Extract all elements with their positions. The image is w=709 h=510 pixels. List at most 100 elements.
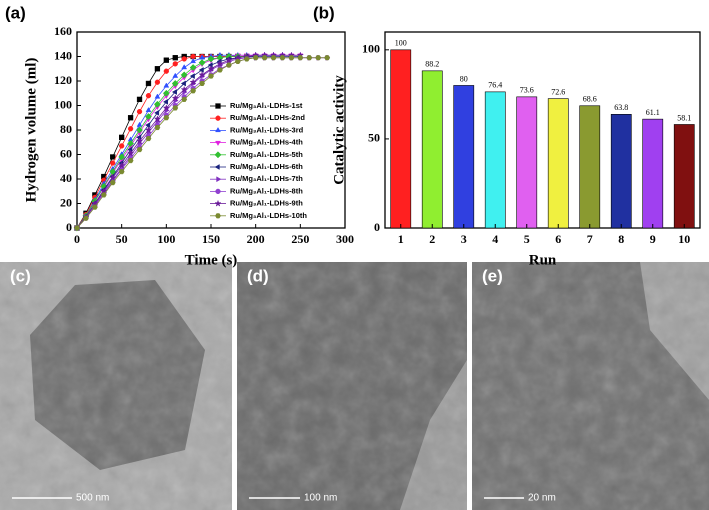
marker <box>145 122 151 129</box>
y-tick-label: 50 <box>368 131 380 145</box>
scale-bar-label: 100 nm <box>304 493 337 504</box>
marker <box>154 66 161 72</box>
marker <box>109 168 117 176</box>
y-tick-label: 120 <box>54 73 72 87</box>
marker <box>126 149 135 157</box>
value-label: 88.2 <box>425 60 439 69</box>
x-tick-label: 5 <box>524 232 530 246</box>
marker <box>118 153 126 161</box>
legend-marker <box>215 188 221 195</box>
marker <box>119 134 125 140</box>
marker <box>110 154 116 160</box>
legend-marker <box>215 213 221 219</box>
marker <box>127 158 134 164</box>
marker <box>252 55 259 61</box>
marker <box>216 59 224 68</box>
marker <box>190 58 197 64</box>
marker <box>270 55 277 61</box>
marker <box>154 93 161 99</box>
marker <box>180 80 186 87</box>
legend-label: Ru/Mg₃Al₁-LDHs-10th <box>230 211 307 220</box>
bar <box>484 91 506 229</box>
scale-bar-label: 500 nm <box>76 493 109 504</box>
marker <box>198 67 204 73</box>
legend-label: Ru/Mg₃Al₁-LDHs-1st <box>230 101 303 110</box>
marker <box>199 80 205 86</box>
value-label: 100 <box>395 39 407 48</box>
marker <box>261 55 268 61</box>
marker <box>190 88 197 94</box>
x-tick-label: 6 <box>555 232 561 246</box>
tem-image-d <box>237 262 467 510</box>
marker <box>234 58 241 64</box>
marker <box>135 137 144 145</box>
x-tick-label: 300 <box>336 232 354 246</box>
marker <box>162 98 169 105</box>
value-label: 76.4 <box>488 81 502 90</box>
x-tick-label: 3 <box>461 232 467 246</box>
legend-label: Ru/Mg₃Al₁-LDHs-8th <box>230 186 303 195</box>
bar <box>610 114 632 229</box>
y-tick-label: 140 <box>54 48 72 62</box>
marker <box>181 64 188 70</box>
image-label: (c) <box>10 266 31 285</box>
legend-label: Ru/Mg₃Al₁-LDHs-2nd <box>230 113 305 122</box>
x-tick-label: 100 <box>157 232 175 246</box>
legend-marker <box>214 151 222 159</box>
value-label: 58.1 <box>677 113 691 122</box>
bar <box>453 85 475 229</box>
marker <box>136 126 144 134</box>
panel-label: (b) <box>313 3 335 22</box>
marker <box>189 78 197 86</box>
y-tick-label: 60 <box>60 146 72 160</box>
marker <box>74 225 80 231</box>
marker <box>110 160 116 166</box>
marker <box>171 89 177 95</box>
marker <box>207 62 213 69</box>
legend-marker <box>216 176 222 183</box>
value-label: 80 <box>460 74 468 83</box>
marker <box>181 56 187 62</box>
marker <box>208 73 214 79</box>
tem-image-c <box>0 262 232 510</box>
x-tick-label: 9 <box>650 232 656 246</box>
x-tick-label: 150 <box>202 232 220 246</box>
bar <box>642 118 664 229</box>
marker <box>118 169 125 175</box>
marker <box>315 55 322 61</box>
value-label: 72.6 <box>551 87 565 96</box>
marker <box>172 61 178 67</box>
marker <box>198 70 206 79</box>
series-line <box>76 56 256 229</box>
marker <box>91 204 98 210</box>
bar <box>673 124 695 229</box>
y-tick-label: 40 <box>60 171 72 185</box>
plot-frame <box>384 31 701 229</box>
y-tick-label: 0 <box>374 220 380 234</box>
marker <box>154 109 160 116</box>
legend-label: Ru/Mg₃Al₁-LDHs-7th <box>230 174 303 183</box>
marker <box>145 107 152 113</box>
marker <box>324 55 331 61</box>
marker <box>172 72 179 78</box>
y-tick-label: 0 <box>66 220 72 234</box>
x-tick-label: 50 <box>116 232 128 246</box>
legend-marker <box>215 140 221 146</box>
marker <box>172 105 179 111</box>
marker <box>180 71 188 79</box>
legend-label: Ru/Mg₃Al₁-LDHs-9th <box>230 199 303 208</box>
x-tick-label: 8 <box>618 232 624 246</box>
x-tick-label: 2 <box>429 232 435 246</box>
legend-marker <box>215 115 221 121</box>
y-tick-label: 80 <box>60 122 72 136</box>
marker <box>145 93 152 99</box>
x-tick-label: 7 <box>587 232 593 246</box>
legend-marker <box>215 103 221 109</box>
y-tick-label: 100 <box>54 97 72 111</box>
marker <box>171 79 179 87</box>
value-label: 73.6 <box>520 86 534 95</box>
marker <box>136 147 143 153</box>
marker <box>144 113 152 120</box>
